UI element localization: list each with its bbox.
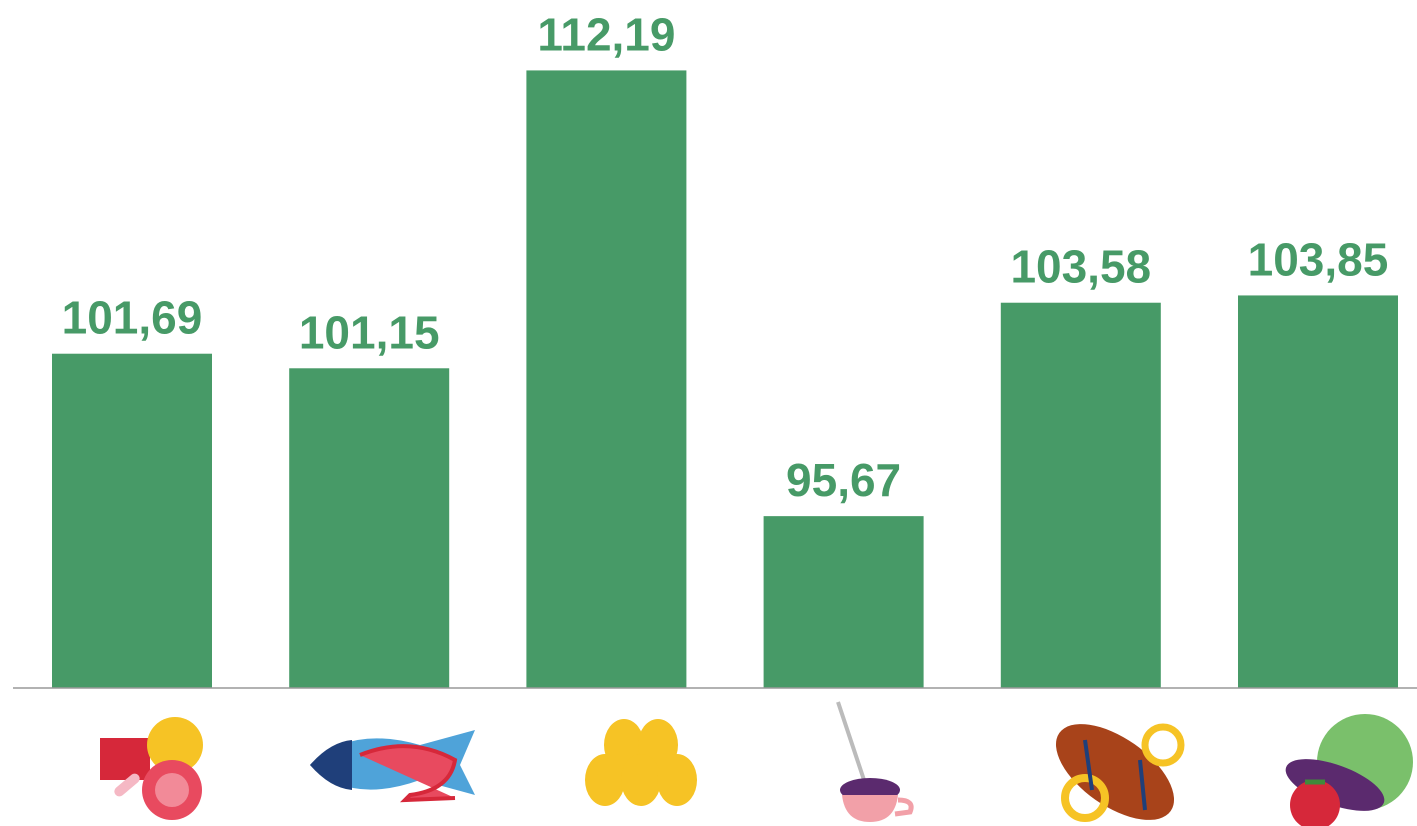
category-icons [100,701,1413,826]
bar [289,368,450,688]
eggs-icon [585,719,697,806]
meat-icon [100,717,203,820]
value-label: 101,69 [62,292,203,344]
vegetables-icon [1285,714,1413,826]
cup-icon [836,701,914,822]
bar [526,70,687,688]
bar [52,353,212,688]
value-label: 95,67 [786,454,901,506]
bar [1000,302,1161,688]
value-label: 103,58 [1010,241,1151,293]
bar [763,516,924,688]
value-label: 103,85 [1248,233,1389,285]
bar [1238,295,1398,688]
fish-icon [310,730,475,803]
value-label: 112,19 [537,8,675,60]
value-label: 101,15 [299,306,440,358]
bread-icon [1055,723,1185,822]
